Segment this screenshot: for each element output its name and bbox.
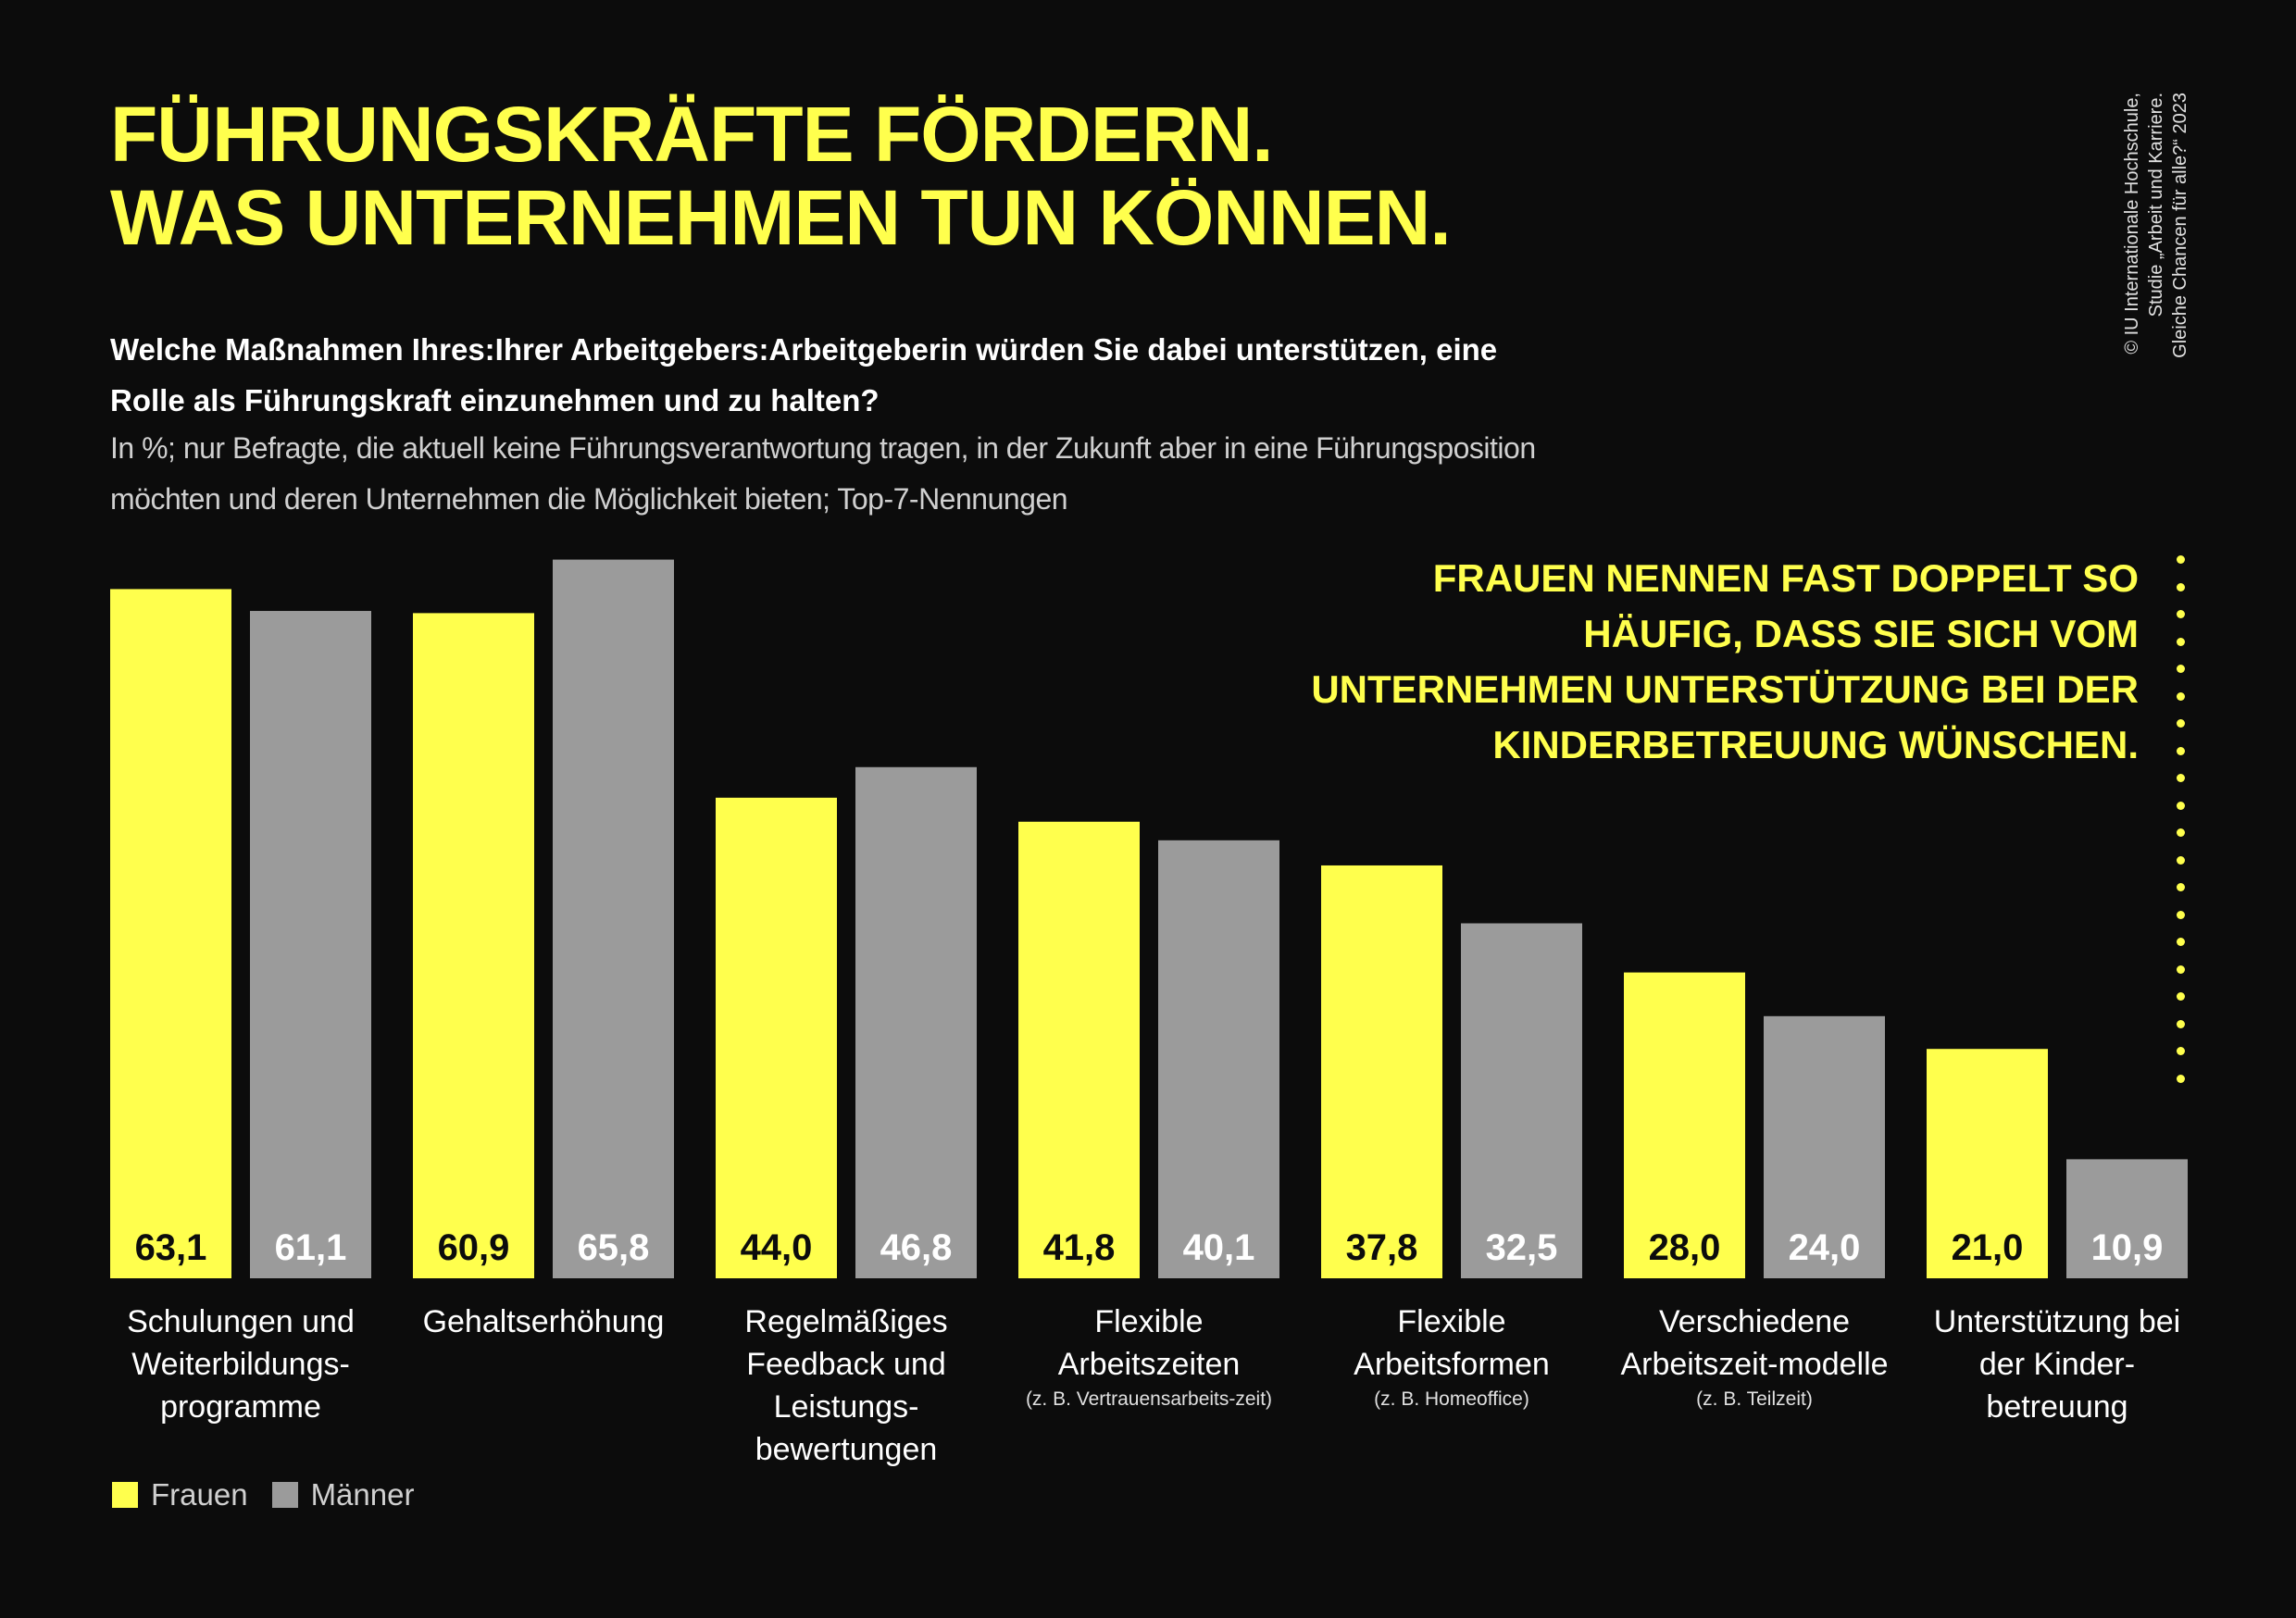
bar-maenner (553, 559, 674, 1278)
dot (2177, 1019, 2185, 1028)
bar-maenner (250, 611, 371, 1278)
value-label: 60,9 (438, 1227, 510, 1268)
bar-maenner (1158, 840, 1279, 1278)
category-name: Regelmäßiges Feedback und Leistungs-bewe… (744, 1304, 948, 1467)
category-note: (z. B. Teilzeit) (1696, 1388, 1813, 1410)
category-note: (z. B. Vertrauensarbeits-zeit) (1025, 1388, 1273, 1410)
value-label: 28,0 (1649, 1227, 1721, 1268)
bar-frauen (716, 797, 837, 1278)
legend-label-maenner: Männer (310, 1477, 415, 1512)
dot (2177, 610, 2185, 618)
dot (2177, 965, 2185, 974)
bar-frauen (1927, 1049, 2048, 1278)
dot (2177, 1047, 2185, 1055)
category-label: Verschiedene Arbeitszeit-modelle (z. B. T… (1606, 1301, 1903, 1413)
bar-frauen (110, 589, 231, 1278)
legend-label-frauen: Frauen (151, 1477, 248, 1512)
legend-swatch-maenner (271, 1482, 298, 1508)
category-label: Unterstützung bei der Kinder-betreuung (1909, 1301, 2205, 1428)
category-name: Flexible Arbeitszeiten (1057, 1304, 1241, 1382)
category-name: Verschiedene Arbeitszeit-modelle (1620, 1304, 1889, 1382)
title-line-2: WAS UNTERNEHMEN TUN KÖNNEN. (110, 174, 1452, 261)
category-label: Schulungen und Weiterbildungs-programme (93, 1301, 389, 1428)
category-name: Unterstützung bei der Kinder-betreuung (1933, 1304, 2181, 1425)
dot (2177, 910, 2185, 919)
callout-text: FRAUEN NENNEN FAST DOPPELT SO HÄUFIG, DA… (1311, 556, 2139, 766)
dot (2177, 801, 2185, 810)
value-label: 37,8 (1346, 1227, 1418, 1268)
value-label: 32,5 (1486, 1227, 1558, 1268)
category-label: Flexible Arbeitszeiten (z. B. Vertrauensa… (1001, 1301, 1297, 1413)
category-name: Schulungen und Weiterbildungs-programme (127, 1304, 355, 1425)
dot (2177, 665, 2185, 673)
dot (2177, 855, 2185, 865)
title-line-1: FÜHRUNGSKRÄFTE FÖRDERN. (110, 91, 1274, 178)
category-name: Flexible Arbeitsformen (1354, 1304, 1550, 1382)
category-label: Flexible Arbeitsformen (z. B. Homeoffice) (1304, 1301, 1600, 1413)
category-name: Gehaltserhöhung (422, 1304, 665, 1339)
question-text: Welche Maßnahmen Ihres:Ihrer Arbeitgeber… (110, 332, 1498, 417)
dot (2177, 828, 2185, 837)
value-label: 63,1 (135, 1227, 207, 1268)
value-label: 24,0 (1789, 1227, 1861, 1268)
bar-frauen (1321, 865, 1442, 1278)
dot (2177, 719, 2185, 728)
value-label: 61,1 (275, 1227, 347, 1268)
dotted-line (2177, 555, 2188, 1111)
value-label: 10,9 (2091, 1227, 2164, 1268)
bar-frauen (413, 613, 534, 1278)
page-title: FÜHRUNGSKRÄFTE FÖRDERN. WAS UNTERNEHMEN T… (110, 91, 1452, 261)
bar-maenner (1461, 923, 1582, 1278)
dot (2177, 774, 2185, 782)
bar-frauen (1018, 821, 1140, 1278)
dot (2177, 746, 2185, 755)
category-label: Regelmäßiges Feedback und Leistungs-bewe… (698, 1301, 994, 1471)
dot (2177, 637, 2185, 646)
value-label: 41,8 (1043, 1227, 1116, 1268)
dot (2177, 992, 2185, 1001)
value-label: 44,0 (741, 1227, 813, 1268)
category-note: (z. B. Homeoffice) (1374, 1388, 1529, 1410)
value-label: 46,8 (880, 1227, 953, 1268)
dot (2177, 1074, 2185, 1083)
category-label: Gehaltserhöhung (395, 1301, 692, 1343)
dot (2177, 555, 2185, 564)
dot (2177, 883, 2185, 891)
value-label: 65,8 (578, 1227, 650, 1268)
legend-swatch-frauen (112, 1482, 138, 1508)
dot (2177, 582, 2185, 591)
legend: Frauen Männer (112, 1477, 414, 1512)
value-label: 21,0 (1952, 1227, 2024, 1268)
dot (2177, 938, 2185, 946)
dot (2177, 691, 2185, 701)
note-text: In %; nur Befragte, die aktuell keine Fü… (110, 431, 1536, 516)
bar-maenner (855, 766, 977, 1278)
value-label: 40,1 (1183, 1227, 1255, 1268)
bar-frauen (1624, 972, 1745, 1278)
bar-maenner (2066, 1159, 2188, 1278)
bar-maenner (1764, 1015, 1885, 1278)
